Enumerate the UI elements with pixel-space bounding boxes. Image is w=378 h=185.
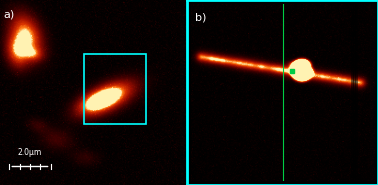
Bar (84, 54, 146, 124)
Text: a): a) (4, 9, 15, 19)
Text: b): b) (195, 13, 206, 23)
Text: 2.0μm: 2.0μm (18, 148, 42, 157)
